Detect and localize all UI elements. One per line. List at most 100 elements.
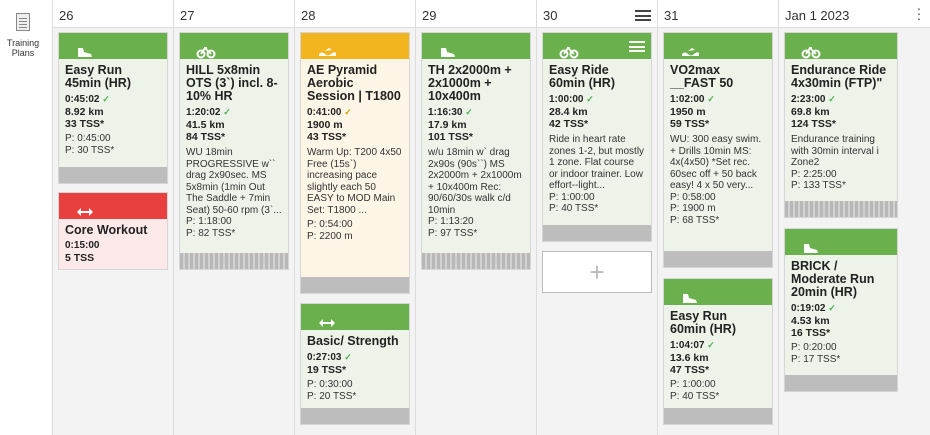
workout-tss: 59 TSS* [670, 118, 710, 130]
completed-check-icon: ✓ [828, 303, 836, 313]
day-header: 29 [416, 0, 536, 28]
workout-type-bar [785, 229, 897, 255]
workout-tss: 124 TSS* [791, 118, 836, 130]
completed-check-icon: ✓ [828, 94, 836, 104]
workout-title: TH 2x2000m + 2x1000m + 10x400m [428, 63, 512, 103]
workout-description: Warm Up: T200 4x50 Free (15s`) increasin… [307, 147, 402, 216]
workout-type-bar [301, 33, 409, 59]
workout-distance: 41.5 km [186, 119, 225, 131]
workout-card[interactable]: Easy Run 45min (HR) 0:45:02 ✓ 8.92 km 33… [58, 32, 168, 184]
workout-title: Easy Run 60min (HR) [670, 309, 736, 336]
day-header-label: 29 [422, 8, 437, 23]
workout-description: WU 18min PROGRESSIVE w`` drag 2x90sec. M… [186, 147, 282, 216]
workout-title: Core Workout [65, 223, 148, 237]
workout-duration: 1:20:02 ✓ [186, 107, 231, 118]
sidebar: Training Plans [0, 0, 50, 435]
workout-distance: 17.9 km [428, 119, 467, 131]
workout-graph [785, 201, 897, 217]
workout-type-bar [785, 33, 897, 59]
workout-distance: 1950 m [670, 106, 706, 118]
workout-card[interactable]: AE Pyramid Aerobic Session | T1800 0:41:… [300, 32, 410, 294]
workout-graph [543, 225, 651, 241]
workout-title: HILL 5x8min OTS (3`) incl. 8-10% HR [186, 63, 278, 103]
workout-distance: 13.6 km [670, 352, 709, 364]
planned-tss: P: 30 TSS* [65, 144, 115, 156]
workout-title: Endurance Ride 4x30min (FTP)" [791, 63, 887, 90]
workout-type-bar [422, 33, 530, 59]
day-header-label: 31 [664, 8, 679, 23]
planned-duration: P: 0:58:00 [670, 191, 716, 203]
calendar-week: 26 Easy Run 45min (HR) 0:45:02 ✓ 8.92 km… [52, 0, 930, 435]
workout-type-bar [59, 33, 167, 59]
workout-card[interactable]: BRICK / Moderate Run 20min (HR) 0:19:02 … [784, 228, 898, 392]
planned-tss: P: 40 TSS* [670, 390, 720, 402]
workout-distance: 1900 m [307, 119, 343, 131]
workout-card[interactable]: VO2max __FAST 50 1:02:00 ✓ 1950 m 59 TSS… [663, 32, 773, 268]
workout-type-bar [664, 279, 772, 305]
strength-icon [67, 199, 93, 216]
day-header-label: Jan 1 2023 [785, 8, 850, 23]
workout-title: VO2max __FAST 50 [670, 63, 734, 90]
workout-description: Endurance training with 30min interval i… [791, 134, 879, 168]
training-plans-icon[interactable] [16, 13, 30, 31]
planned-duration: P: 0:30:00 [307, 379, 353, 390]
day-column-31: 31 VO2max __FAST 50 1:02:00 ✓ 1950 m 59 … [657, 0, 778, 435]
workout-tss: 19 TSS* [307, 364, 347, 376]
bike-icon [188, 39, 216, 59]
completed-check-icon: ✓ [223, 107, 231, 117]
workout-tss: 33 TSS* [65, 118, 105, 130]
workout-graph [422, 253, 530, 269]
workout-card[interactable]: TH 2x2000m + 2x1000m + 10x400m 1:16:30 ✓… [421, 32, 531, 270]
completed-check-icon: ✓ [465, 107, 473, 117]
completed-check-icon: ✓ [586, 94, 594, 104]
completed-check-icon: ✓ [344, 352, 352, 362]
training-plans-label[interactable]: Training Plans [6, 38, 40, 58]
workout-duration: 1:16:30 ✓ [428, 107, 473, 118]
workout-graph [785, 375, 897, 391]
completed-check-icon: ✓ [707, 340, 715, 350]
workout-card[interactable]: Core Workout 0:15:00 5 TSS [58, 192, 168, 270]
workout-title: BRICK / Moderate Run 20min (HR) [791, 259, 875, 299]
planned-tss: P: 97 TSS* [428, 227, 478, 239]
workout-card[interactable]: Basic/ Strength 0:27:03 ✓ 19 TSS* P: 0:3… [300, 303, 410, 425]
day-menu-icon[interactable] [635, 10, 651, 21]
workout-duration: 0:15:00 [65, 240, 100, 251]
planned-tss: P: 133 TSS* [791, 180, 846, 191]
more-options-icon[interactable]: · · · [916, 0, 922, 26]
bike-icon [793, 39, 821, 59]
planned-duration: P: 0:20:00 [791, 342, 837, 353]
workout-graph [180, 253, 288, 269]
planned-tss: P: 17 TSS* [791, 353, 841, 365]
workout-type-bar [59, 193, 167, 219]
workout-type-bar [664, 33, 772, 59]
workout-distance: 69.8 km [791, 106, 830, 118]
workout-distance: 8.92 km [65, 106, 104, 118]
workout-card[interactable]: Easy Ride 60min (HR) 1:00:00 ✓ 28.4 km 4… [542, 32, 652, 242]
workout-duration: 0:27:03 ✓ [307, 352, 352, 363]
run-shoe-icon [430, 39, 455, 57]
day-column-30: 30 Easy Ride 60min (HR) 1:00:00 ✓ 28.4 k… [536, 0, 657, 435]
day-header: 30 [537, 0, 657, 28]
workout-type-bar [543, 33, 651, 59]
workout-tss: 47 TSS* [670, 364, 710, 376]
workout-duration: 1:00:00 ✓ [549, 94, 594, 105]
workout-title: Easy Ride 60min (HR) [549, 63, 615, 90]
workout-tss: 42 TSS* [549, 118, 589, 130]
workout-card[interactable]: Endurance Ride 4x30min (FTP)" 2:23:00 ✓ … [784, 32, 898, 218]
workout-description: w/u 18min w` drag 2x90s (90s``) MS 2x200… [428, 147, 522, 216]
workout-title: Easy Run 45min (HR) [65, 63, 131, 90]
workout-card[interactable]: Easy Run 60min (HR) 1:04:07 ✓ 13.6 km 47… [663, 278, 773, 425]
workout-graph [301, 277, 409, 293]
planned-tss: P: 82 TSS* [186, 227, 236, 239]
workout-menu-icon[interactable] [629, 41, 645, 52]
workout-tss: 84 TSS* [186, 131, 226, 143]
day-header-label: 30 [543, 8, 558, 23]
workout-card[interactable]: HILL 5x8min OTS (3`) incl. 8-10% HR 1:20… [179, 32, 289, 270]
add-workout-button[interactable]: + [542, 251, 652, 293]
day-header: 28 [295, 0, 415, 28]
workout-title: AE Pyramid Aerobic Session | T1800 [307, 63, 401, 103]
workout-duration: 1:02:00 ✓ [670, 94, 715, 105]
run-shoe-icon [67, 39, 92, 57]
planned-duration: P: 1:13:20 [428, 216, 474, 227]
day-column-29: 29 TH 2x2000m + 2x1000m + 10x400m 1:16:3… [415, 0, 536, 435]
